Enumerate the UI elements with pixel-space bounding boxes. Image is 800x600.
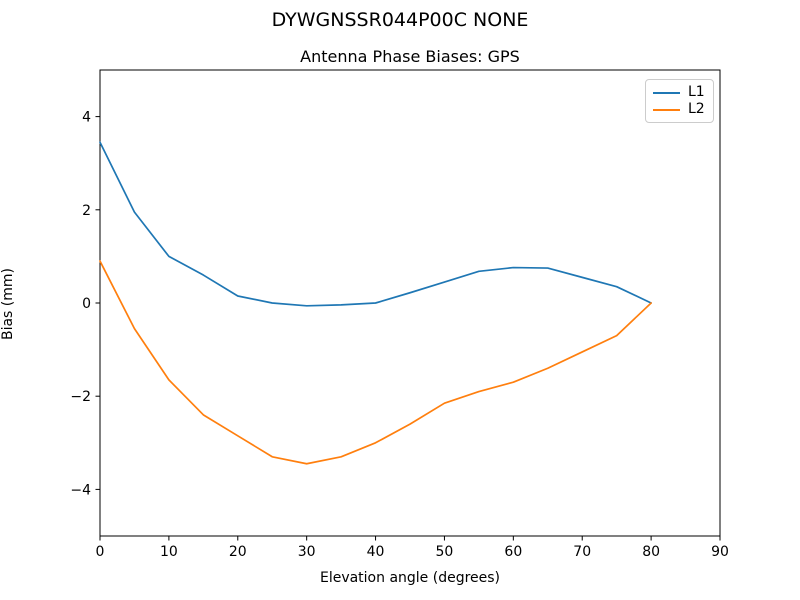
- figure-suptitle: DYWGNSSR044P00C NONE: [271, 9, 529, 31]
- y-tick-label: 4: [82, 110, 91, 126]
- x-tick-label: 80: [642, 544, 660, 560]
- legend-label: L2: [688, 101, 705, 117]
- x-tick-label: 40: [367, 544, 385, 560]
- x-tick-label: 50: [436, 544, 454, 560]
- x-tick-label: 0: [96, 544, 105, 560]
- y-tick-label: 0: [82, 296, 91, 312]
- series-line-L2: [99, 260, 652, 465]
- axes-title: Antenna Phase Biases: GPS: [300, 47, 520, 66]
- x-tick-label: 90: [711, 544, 729, 560]
- x-tick-label: 60: [504, 544, 522, 560]
- y-tick-label: −4: [70, 482, 91, 498]
- x-tick-label: 10: [160, 544, 178, 560]
- axes-frame: [99, 69, 721, 537]
- legend-item-L2: L2: [653, 102, 705, 117]
- y-axis-label: Bias (mm): [0, 267, 16, 341]
- x-tick-label: 20: [229, 544, 247, 560]
- y-tick-label: −2: [70, 389, 91, 405]
- legend-line-swatch: [653, 108, 680, 111]
- legend-line-swatch: [653, 91, 680, 94]
- legend-label: L1: [688, 84, 705, 100]
- y-tick-label: 2: [82, 203, 91, 219]
- x-tick-label: 30: [298, 544, 316, 560]
- series-line-L1: [99, 141, 652, 307]
- x-axis-label: Elevation angle (degrees): [319, 570, 501, 586]
- legend-item-L1: L1: [653, 85, 705, 100]
- x-tick-label: 70: [573, 544, 591, 560]
- legend: L1 L2: [645, 79, 714, 123]
